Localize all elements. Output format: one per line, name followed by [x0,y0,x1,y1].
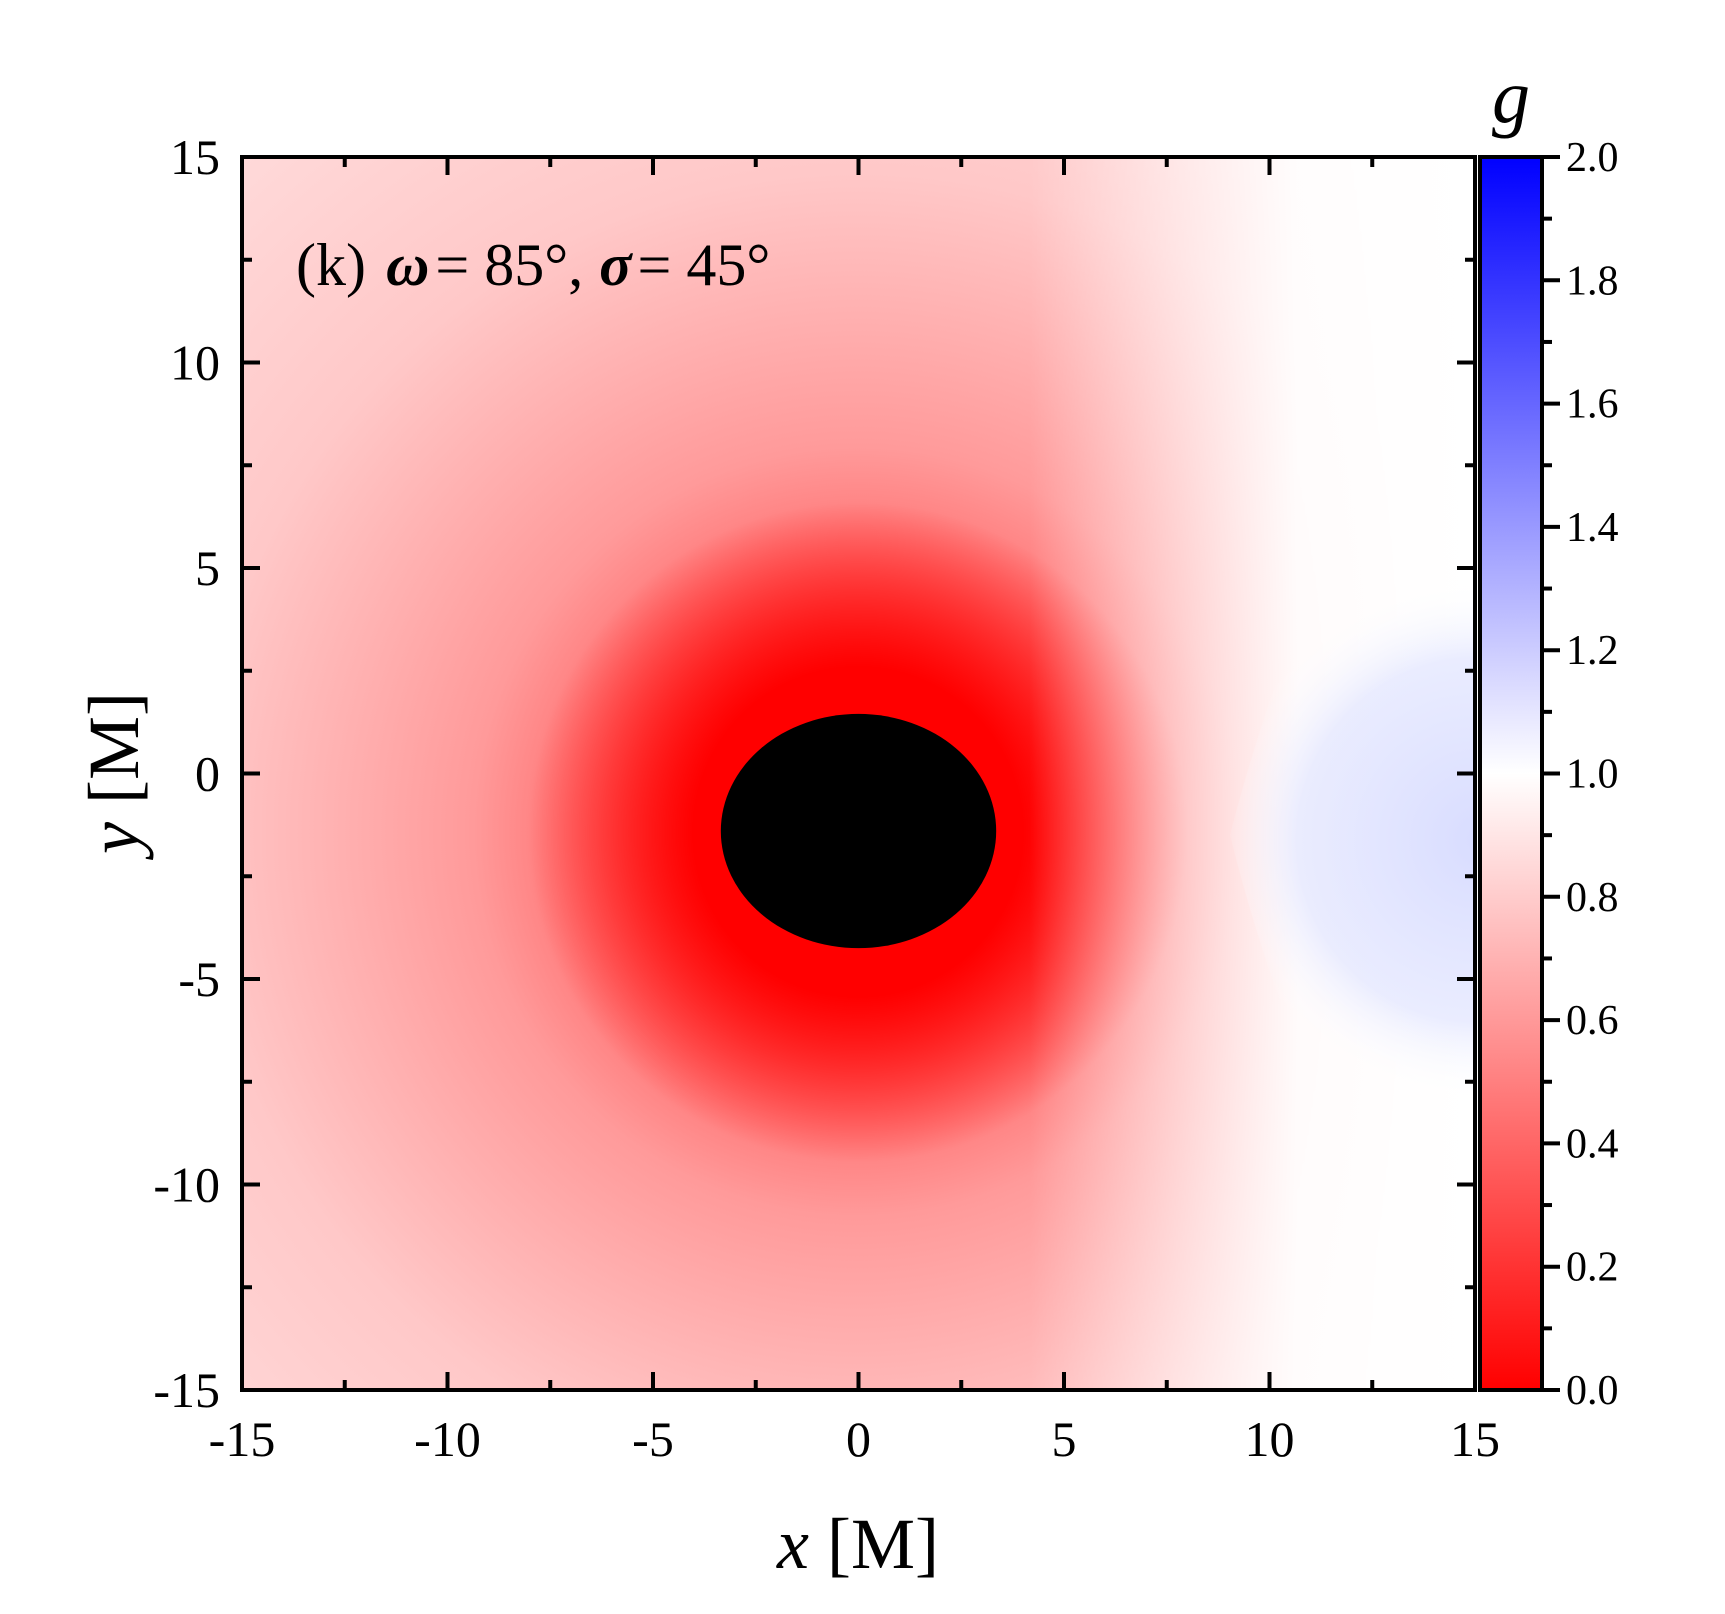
colorbar-tick-label: 1.6 [1566,382,1619,428]
y-tick-label: 5 [195,540,220,596]
y-tick-label: -10 [153,1157,220,1213]
colorbar-tick-label: 1.8 [1566,258,1619,304]
omega-value: = 85°, [435,232,583,298]
colorbar-tick-label: 1.0 [1566,752,1619,798]
x-tick-label: -5 [632,1411,674,1467]
y-axis-label-var: y [74,822,154,861]
plot-area [242,157,1475,1390]
x-tick-label: -15 [209,1411,276,1467]
x-axis-label-unit: [M] [827,1504,939,1584]
colorbar-tick-label: 0.0 [1566,1368,1619,1414]
sigma-symbol: σ [599,232,633,298]
colorbar-tick-labels: 2.0 1.8 1.6 1.4 1.2 1.0 0.8 0.6 0.4 0.2 0.0 [1566,135,1619,1414]
x-tick-label: 10 [1245,1411,1295,1467]
y-axis-label: y [M] [74,692,154,861]
colorbar-fill [1478,155,1544,1392]
y-tick-label: -15 [153,1362,220,1418]
y-axis-label-unit: [M] [74,692,154,804]
colorbar-tick-label: 0.8 [1566,875,1619,921]
colorbar-label: g [1492,55,1530,139]
x-axis-label: x [M] [776,1504,939,1584]
y-axis-tick-labels: 15 10 5 0 -5 -10 -15 [153,129,220,1418]
x-axis-label-var: x [776,1504,809,1584]
x-tick-label: 15 [1450,1411,1500,1467]
x-axis-ticks [240,157,1477,1390]
x-axis-tick-labels: -15 -10 -5 0 5 10 15 [209,1411,1500,1467]
field-blue-region [1230,260,1475,1390]
y-tick-label: 10 [170,335,220,391]
y-tick-label: 15 [170,129,220,185]
colorbar-tick-label: 0.6 [1566,998,1619,1044]
x-tick-label: 5 [1052,1411,1077,1467]
black-hole-shadow [720,713,997,949]
y-tick-label: -5 [178,951,220,1007]
colorbar-tick-label: 1.2 [1566,628,1619,674]
colorbar-tick-label: 0.4 [1566,1121,1619,1167]
colorbar: 2.0 1.8 1.6 1.4 1.2 1.0 0.8 0.6 0.4 0.2 0.0 g [1478,55,1619,1414]
x-tick-label: -10 [414,1411,481,1467]
sigma-value: = 45° [638,232,771,298]
colorbar-tick-label: 0.2 [1566,1245,1619,1291]
y-axis-ticks [242,155,1475,1392]
panel-annotation: (k) ω = 85°, σ = 45° [296,232,770,298]
y-tick-label: 0 [195,746,220,802]
x-tick-label: 0 [846,1411,871,1467]
colorbar-tick-label: 1.4 [1566,505,1619,551]
colorbar-tick-label: 2.0 [1566,135,1619,181]
panel-label: (k) [296,232,366,298]
colorbar-ticks [1542,155,1560,1392]
omega-symbol: ω [386,232,429,298]
